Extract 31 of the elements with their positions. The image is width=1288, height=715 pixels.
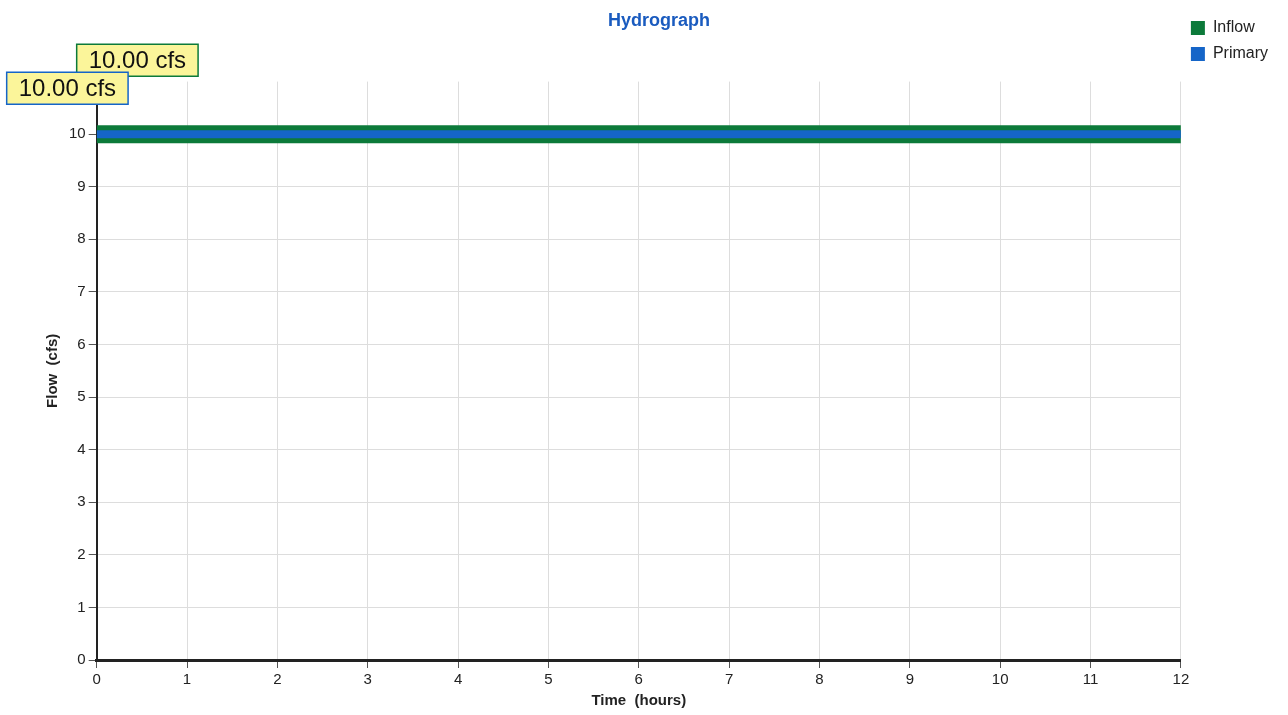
x-tick-label: 5 xyxy=(544,670,553,688)
annotation: 10.00 cfs xyxy=(88,45,187,73)
chart-title: Hydrograph xyxy=(607,9,711,30)
x-tick-label: 3 xyxy=(363,670,372,688)
x-tick-label: 11 xyxy=(1082,670,1099,688)
x-tick-label: 8 xyxy=(815,670,824,688)
y-tick-label: 4 xyxy=(77,439,86,457)
x-tick-label: 1 xyxy=(182,670,192,688)
x-tick-label: 9 xyxy=(905,670,915,688)
x-tick-label: 12 xyxy=(1172,670,1190,688)
y-tick-label: 3 xyxy=(77,492,86,510)
x-tick-label: 6 xyxy=(634,670,643,688)
x-tick-label: 0 xyxy=(92,670,101,688)
y-tick-label: 2 xyxy=(77,544,86,562)
x-tick-label: 10 xyxy=(991,670,1009,688)
y-tick-label: 0 xyxy=(77,650,86,668)
y-tick-label: 10 xyxy=(69,124,86,142)
y-tick-label: 5 xyxy=(77,387,86,405)
legend-label: Primary xyxy=(1212,44,1268,62)
x-tick-label: 7 xyxy=(724,670,734,688)
y-tick-label: 1 xyxy=(77,597,86,615)
y-tick-label: 8 xyxy=(77,229,86,247)
legend-label: Inflow xyxy=(1212,18,1256,36)
y-tick-label: 6 xyxy=(77,334,86,352)
annotation: 10.00 cfs xyxy=(18,73,117,101)
y-axis-title: Flow (cfs) xyxy=(43,333,61,408)
x-tick-label: 4 xyxy=(453,670,463,688)
x-axis-title: Time (hours) xyxy=(591,691,687,709)
y-tick-label: 9 xyxy=(77,176,86,194)
y-tick-label: 7 xyxy=(77,282,86,300)
x-tick-label: 2 xyxy=(273,670,282,688)
